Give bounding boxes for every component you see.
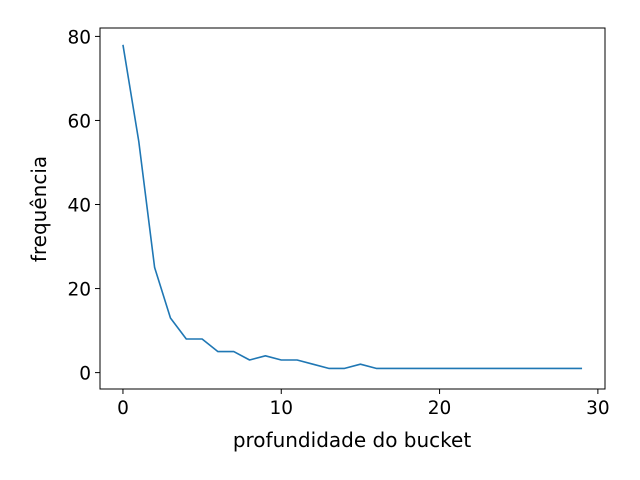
y-tick-label: 40: [67, 196, 91, 217]
x-tick-label: 0: [117, 398, 129, 419]
plot-area: [122, 44, 583, 370]
x-tick-label: 10: [269, 398, 293, 419]
x-axis-label: profundidade do bucket: [233, 428, 471, 452]
y-axis: 0 20 40 60 80: [67, 27, 100, 385]
y-tick-label: 80: [67, 27, 91, 48]
x-axis: 0 10 20 30: [117, 389, 610, 419]
x-tick-label: 30: [586, 398, 610, 419]
series-line: [122, 44, 583, 370]
x-tick-label: 20: [428, 398, 452, 419]
y-axis-label: frequência: [27, 156, 51, 262]
y-tick-label: 0: [79, 364, 91, 385]
axes-frame: [99, 27, 606, 390]
y-tick-label: 20: [67, 280, 91, 301]
y-tick-label: 60: [67, 111, 91, 132]
